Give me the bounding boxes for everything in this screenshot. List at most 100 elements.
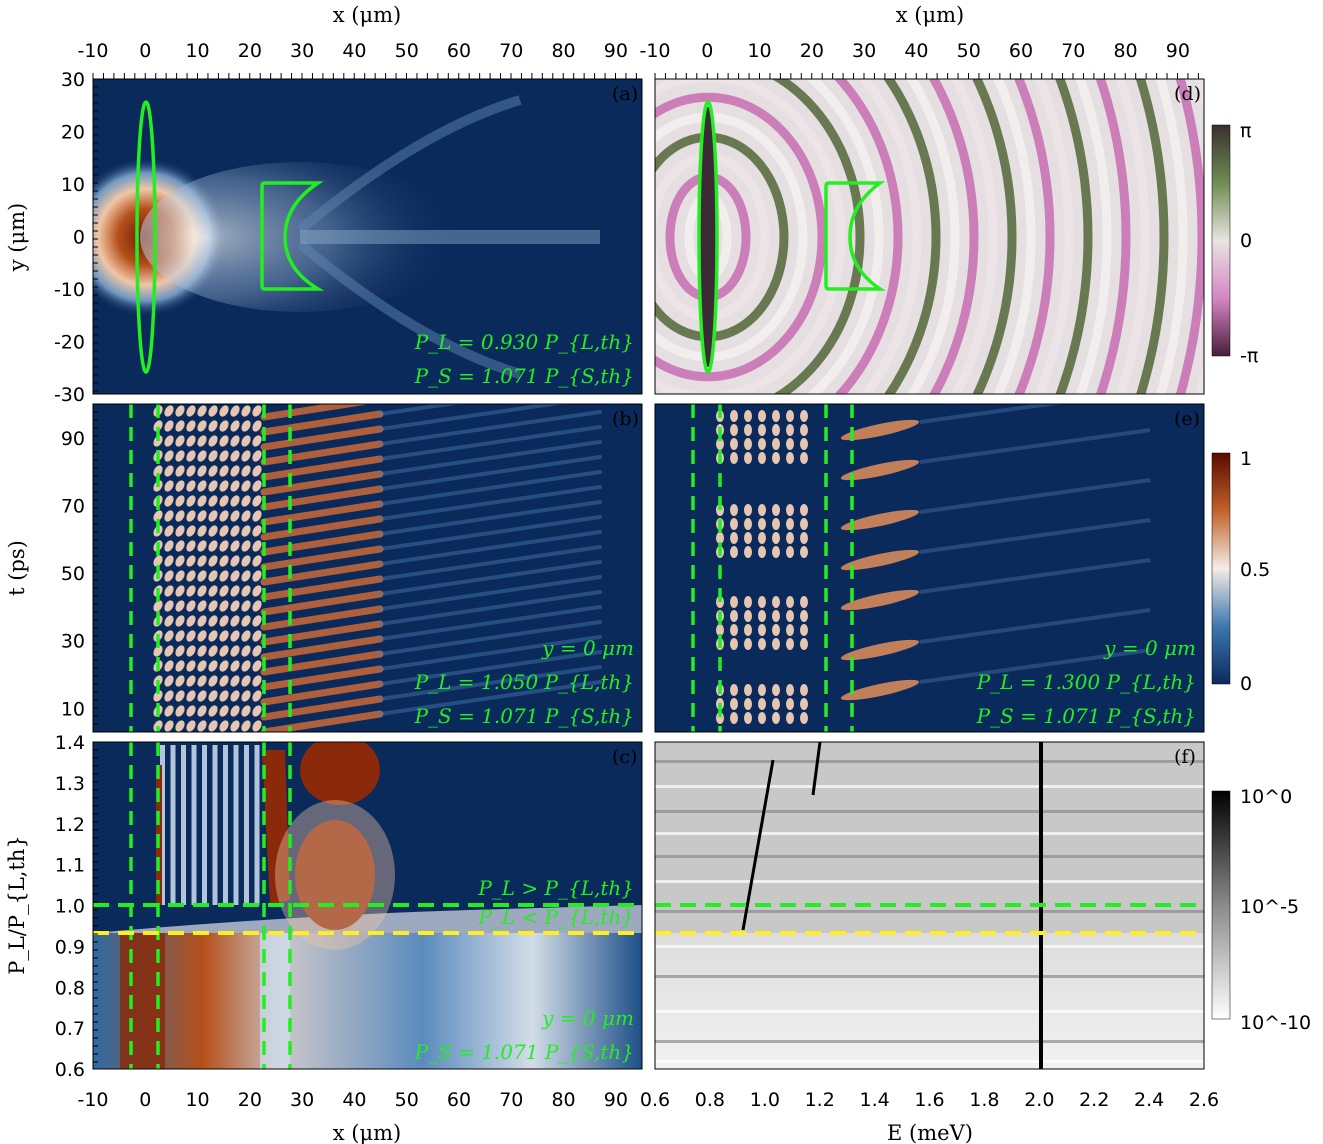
- oscillation-dot: [758, 684, 766, 696]
- bottom-left-x-tick: 50: [395, 1089, 419, 1111]
- fringe: [191, 745, 197, 905]
- oscillation-dot: [208, 645, 218, 657]
- streak-core: [260, 545, 384, 571]
- bottom-right-E-tick: 1.2: [805, 1089, 835, 1111]
- oscillation-dot: [800, 504, 808, 516]
- top-right-x-tick: 80: [1113, 40, 1137, 62]
- oscillation-dot: [800, 610, 808, 622]
- oscillation-dot: [197, 405, 207, 417]
- phase-ring: [1013, 79, 1055, 394]
- oscillation-dot: [219, 675, 229, 687]
- bottom-right-E-tick: 2.2: [1079, 1089, 1109, 1111]
- oscillation-dot: [786, 410, 794, 422]
- oscillation-dot: [175, 675, 185, 687]
- oscillation-dot: [241, 420, 251, 432]
- oscillation-dot: [252, 420, 262, 432]
- oscillation-dot: [758, 624, 766, 636]
- oscillation-dot: [175, 600, 185, 612]
- oscillation-dot: [241, 645, 251, 657]
- bottom-left-axis-label: x (μm): [333, 1121, 401, 1144]
- oscillation-dot: [208, 510, 218, 522]
- oscillation-dot: [186, 540, 196, 552]
- oscillation-dot: [153, 645, 163, 657]
- oscillation-dot: [786, 712, 794, 724]
- oscillation-dot: [230, 675, 240, 687]
- dispersive-line: [741, 759, 775, 931]
- oscillation-dot: [197, 645, 207, 657]
- oscillation-dot: [164, 540, 174, 552]
- oscillation-dot: [197, 420, 207, 432]
- oscillation-dot: [230, 480, 240, 492]
- panel-e: [655, 404, 1204, 732]
- oscillation-dot: [800, 410, 808, 422]
- bottom-left-x-tick: 70: [499, 1089, 523, 1111]
- oscillation-dot: [786, 610, 794, 622]
- panel-f-frame: [654, 741, 1205, 1070]
- oscillation-dot: [175, 690, 185, 702]
- panel-b: [93, 404, 642, 732]
- panel-label-e: (e): [1174, 408, 1200, 430]
- streak-tail: [378, 440, 602, 476]
- oscillation-dot: [208, 690, 218, 702]
- top-left-x-tick: 40: [342, 40, 366, 62]
- oscillation-dot: [164, 570, 174, 582]
- oscillation-dot: [164, 645, 174, 657]
- phase-ring: [993, 79, 1036, 394]
- bottom-right-E-tick: 1.8: [969, 1089, 999, 1111]
- oscillation-dot: [230, 615, 240, 627]
- region-dashed-lines: [129, 404, 292, 732]
- oscillation-dot: [164, 510, 174, 522]
- streak-tail: [378, 485, 602, 521]
- oscillation-dot: [758, 410, 766, 422]
- oscillation-dot: [197, 450, 207, 462]
- oscillation-dot: [208, 405, 218, 417]
- oscillation-dot: [197, 615, 207, 627]
- streak-tail: [378, 425, 602, 461]
- y-tick-t: 50: [61, 563, 85, 585]
- y-tick-a: -20: [54, 332, 85, 354]
- oscillation-dot: [800, 698, 808, 710]
- fringe: [244, 745, 249, 905]
- region-dashed-lines: [691, 404, 854, 732]
- streak-core: [260, 665, 384, 691]
- oscillation-dot: [252, 585, 262, 597]
- oscillation-dot: [219, 555, 229, 567]
- oscillation-dot: [186, 405, 196, 417]
- oscillation-dot: [175, 585, 185, 597]
- oscillation-dot: [786, 638, 794, 650]
- oscillation-dot: [186, 525, 196, 537]
- spectral-band: [655, 880, 1204, 883]
- oscillation-dot: [744, 452, 752, 464]
- fringe: [181, 745, 186, 905]
- y-tick-p: 1.0: [55, 896, 85, 918]
- fringe: [233, 745, 239, 905]
- y-tick-p: 1.3: [55, 773, 85, 795]
- oscillation-dot: [186, 480, 196, 492]
- oscillation-dot: [772, 638, 780, 650]
- oscillation-dot: [252, 540, 262, 552]
- oscillation-dot: [252, 495, 262, 507]
- bottom-left-x-tick: 90: [604, 1089, 628, 1111]
- oscillation-dot: [241, 705, 251, 717]
- oscillation-dot: [730, 624, 738, 636]
- oscillation-dot: [219, 660, 229, 672]
- oscillation-dot: [252, 645, 262, 657]
- fringe: [212, 745, 218, 905]
- streak-core: [260, 620, 384, 646]
- oscillation-dot: [164, 705, 174, 717]
- oscillation-dot: [252, 405, 262, 417]
- top-left-x-tick: 70: [499, 40, 523, 62]
- oscillation-dot: [186, 615, 196, 627]
- oscillation-dot: [175, 465, 185, 477]
- oscillation-dot: [716, 712, 724, 724]
- y-tick-a: 20: [61, 122, 85, 144]
- oscillation-dot: [197, 555, 207, 567]
- oscillation-dot: [230, 630, 240, 642]
- panel-label-d: (d): [1174, 83, 1201, 105]
- oscillation-dot: [730, 518, 738, 530]
- oscillation-dot: [153, 555, 163, 567]
- streak-core: [260, 635, 384, 661]
- oscillation-dot: [219, 705, 229, 717]
- phase-ring: [1075, 79, 1112, 394]
- oscillation-dot: [758, 518, 766, 530]
